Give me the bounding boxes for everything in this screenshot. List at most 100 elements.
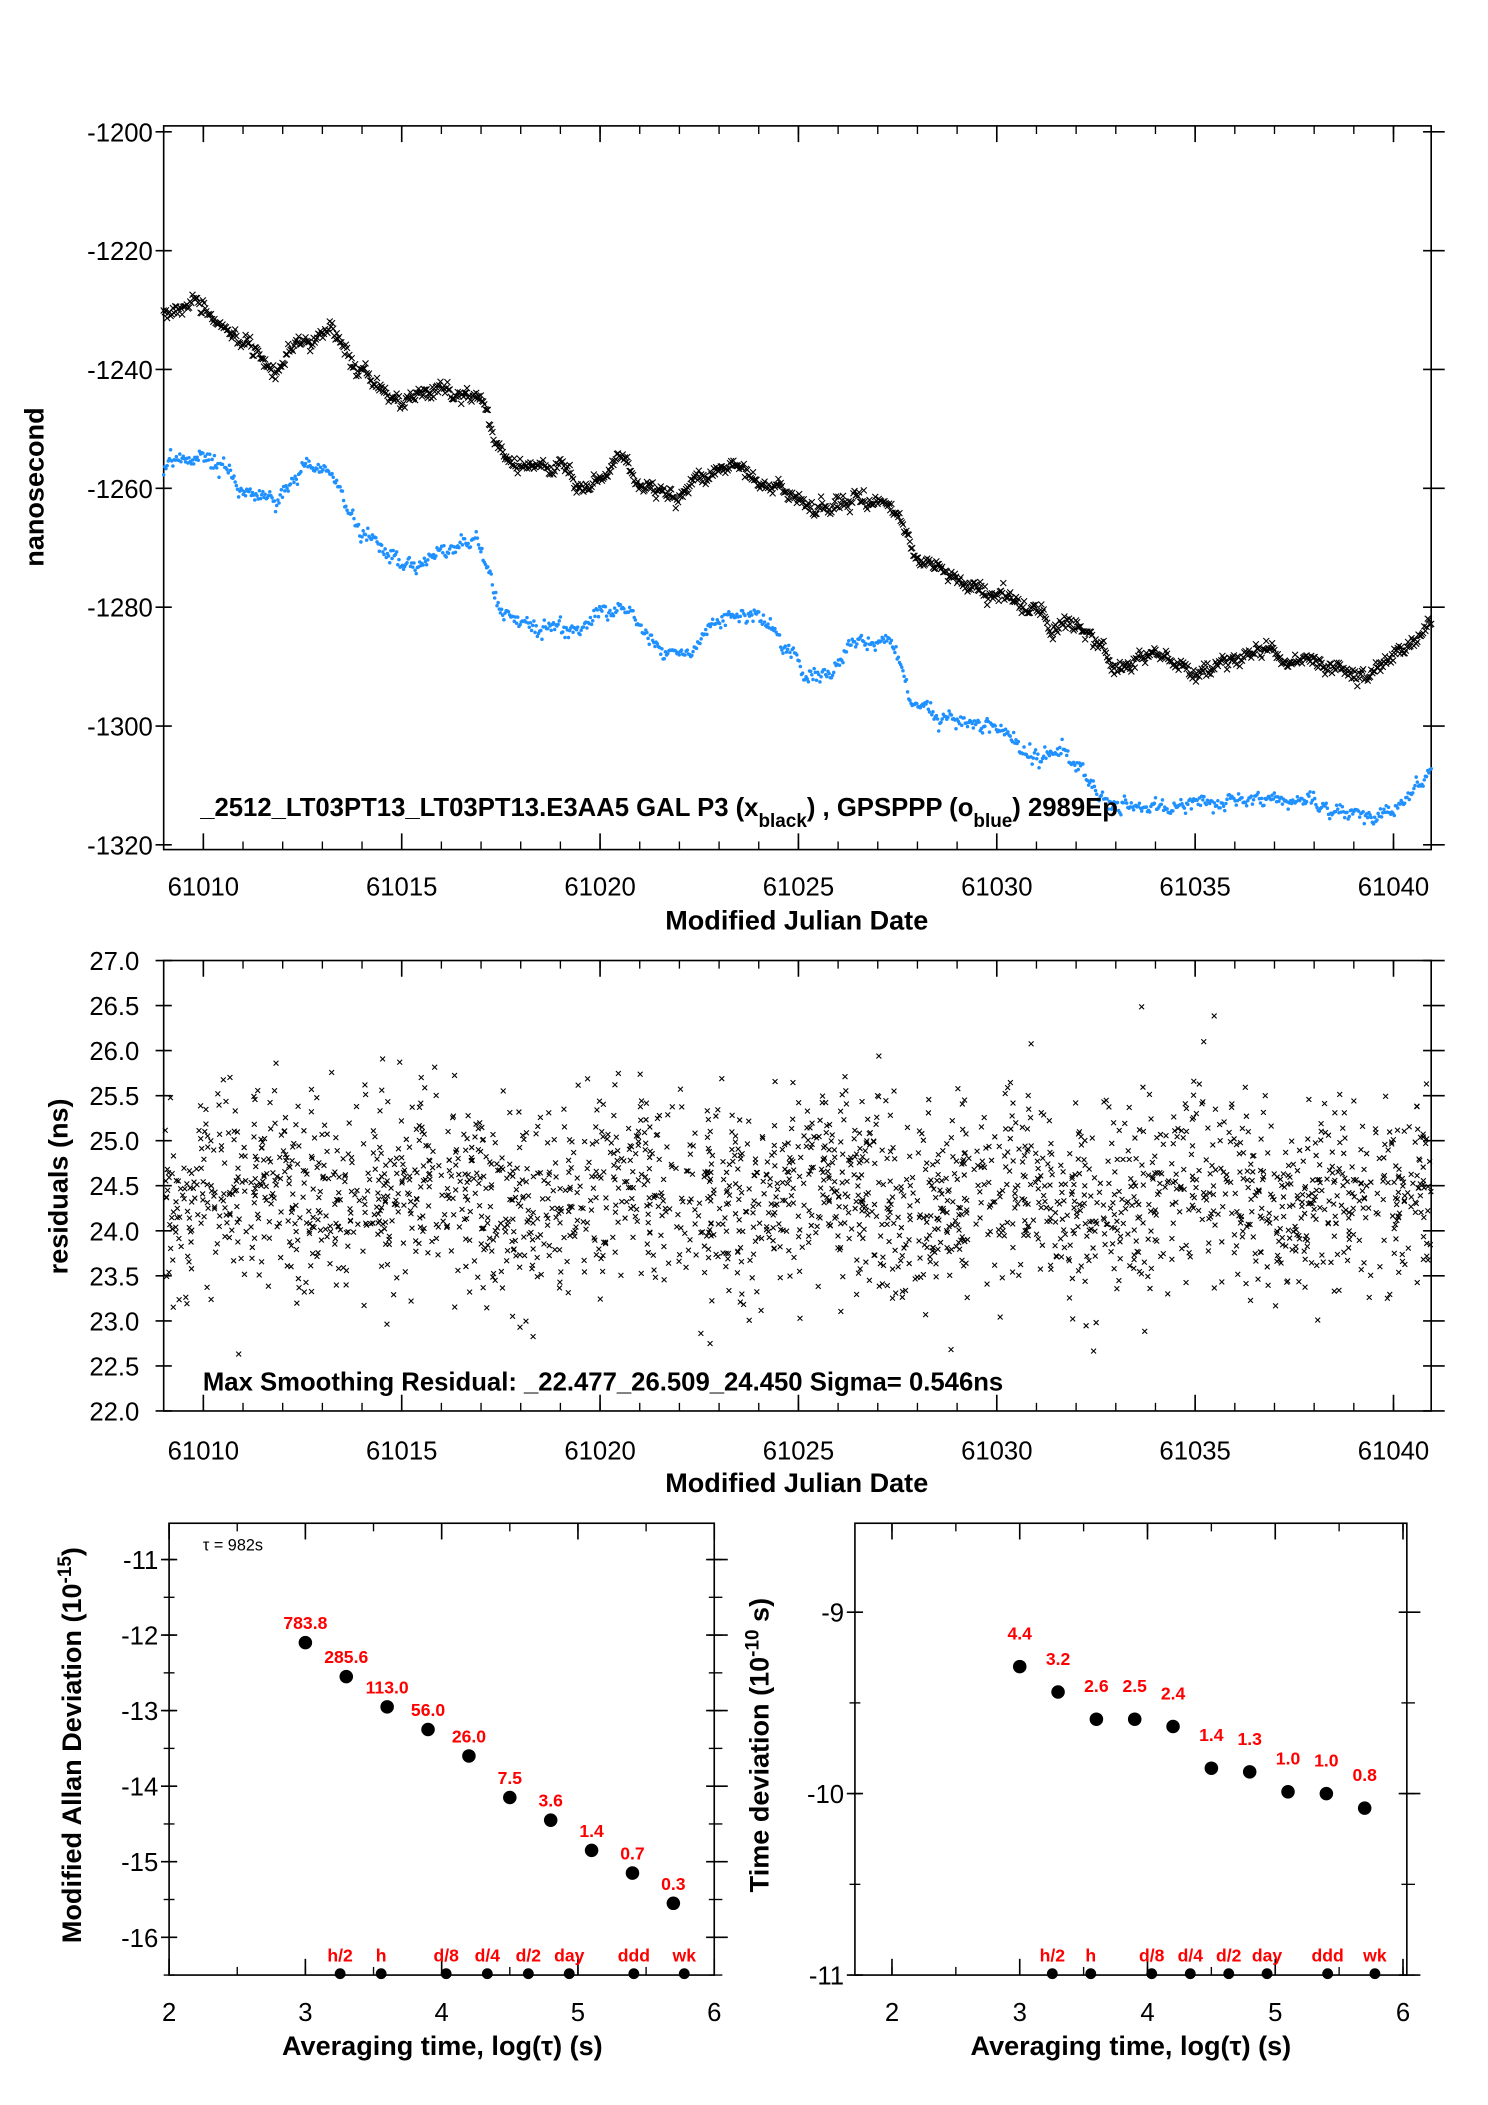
data-point	[1133, 1238, 1140, 1244]
data-point	[1301, 1248, 1308, 1254]
data-point	[832, 1215, 838, 1222]
data-point	[451, 1304, 458, 1310]
data-point	[584, 1843, 599, 1858]
data-point	[1030, 1217, 1037, 1223]
deviation-points: 4.43.22.6 2.5 2.41.4 1.31.0 1.00.8	[1008, 1624, 1377, 1815]
data-point	[1240, 1149, 1247, 1156]
data-point	[623, 453, 631, 461]
data-point	[1360, 1205, 1367, 1211]
data-point	[891, 647, 896, 651]
data-point	[169, 1257, 176, 1263]
data-point	[164, 466, 168, 471]
data-point	[775, 475, 782, 483]
data-point	[233, 480, 237, 484]
data-point	[1406, 1123, 1413, 1130]
data-point	[1157, 1131, 1164, 1138]
data-point	[883, 1097, 889, 1104]
data-point	[187, 1229, 194, 1235]
data-point	[887, 1112, 894, 1119]
data-point	[796, 1227, 803, 1233]
data-point	[705, 1246, 712, 1252]
data-point	[266, 1235, 273, 1242]
data-point	[1341, 1175, 1348, 1182]
data-point	[1221, 804, 1226, 809]
data-point	[1242, 1765, 1257, 1779]
data-point	[746, 1317, 753, 1324]
timescale-markers: h/2 h d/8 d/4 d/2 day ddd wk	[327, 1946, 696, 1980]
data-point	[1125, 1147, 1132, 1154]
data-point	[467, 1208, 474, 1215]
annotation-mid: ) , GPSPPP (o	[807, 794, 974, 822]
data-point	[788, 1192, 795, 1199]
data-point	[381, 1182, 387, 1189]
y-axis-label: Modified Allan Deviation (10-15)	[55, 1547, 87, 1943]
data-point	[527, 625, 532, 630]
data-point	[1028, 742, 1032, 746]
data-point	[323, 1213, 329, 1219]
data-point	[200, 1179, 206, 1185]
data-point	[1054, 628, 1061, 636]
data-point	[588, 615, 593, 620]
data-point	[299, 469, 303, 474]
data-point	[596, 1173, 603, 1180]
data-point	[261, 1234, 267, 1240]
data-point	[537, 1114, 544, 1121]
data-point	[327, 1228, 334, 1235]
data-point	[584, 1219, 591, 1226]
data-point	[615, 1164, 622, 1171]
data-point	[895, 1214, 901, 1221]
data-point	[343, 1282, 349, 1288]
data-point	[1319, 1252, 1325, 1258]
data-point	[1361, 810, 1365, 814]
data-point	[973, 1221, 979, 1227]
data-point	[634, 1218, 641, 1225]
data-point	[752, 1156, 759, 1162]
data-point	[1358, 1146, 1364, 1153]
data-point	[1220, 801, 1225, 805]
data-point	[481, 1246, 487, 1253]
data-point	[1116, 1188, 1122, 1195]
data-point	[701, 1269, 708, 1276]
data-point	[788, 1125, 795, 1132]
data-point	[795, 1099, 802, 1106]
data-point	[1159, 802, 1164, 807]
data-point	[242, 331, 249, 339]
data-point	[1382, 1093, 1389, 1100]
data-point	[798, 664, 803, 669]
data-point	[615, 1185, 622, 1191]
data-point	[549, 628, 553, 633]
data-point	[360, 535, 364, 539]
data-point	[315, 1216, 321, 1223]
data-point	[276, 362, 284, 370]
data-point	[1114, 1227, 1121, 1234]
data-point	[687, 1236, 693, 1243]
data-point	[863, 1259, 869, 1265]
x-tick-label: 61015	[366, 1438, 437, 1466]
data-point	[1279, 1203, 1286, 1210]
data-point	[377, 1108, 383, 1114]
data-point	[825, 1221, 832, 1227]
data-point	[438, 1172, 445, 1179]
data-point	[1039, 1155, 1046, 1161]
data-point	[198, 309, 206, 317]
y-tick-label: -1240	[87, 357, 153, 385]
data-point	[308, 1109, 315, 1115]
data-point	[252, 1163, 259, 1170]
data-point	[1014, 737, 1018, 742]
data-point	[1236, 792, 1241, 796]
data-point	[300, 1194, 306, 1200]
data-point	[1225, 797, 1229, 802]
data-point	[197, 1135, 204, 1142]
data-point	[173, 1229, 179, 1235]
data-point	[843, 1088, 849, 1094]
data-point	[906, 1260, 912, 1267]
data-point	[1249, 1169, 1256, 1175]
data-point	[401, 404, 409, 411]
data-point	[783, 1228, 790, 1235]
data-point	[676, 1258, 682, 1265]
data-point	[979, 1158, 986, 1165]
data-point	[1110, 670, 1118, 678]
x-tick-label: 2	[162, 1999, 176, 2027]
data-point	[1116, 1127, 1123, 1134]
data-point	[1131, 808, 1136, 812]
